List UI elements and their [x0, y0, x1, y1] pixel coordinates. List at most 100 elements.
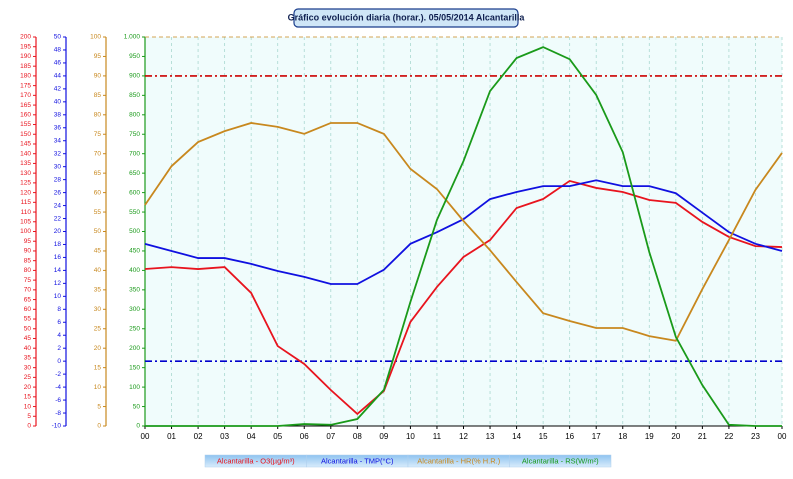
y-tick-label: 20 [94, 345, 102, 352]
x-tick-label: 09 [379, 432, 388, 441]
x-tick-label: 04 [247, 432, 256, 441]
y-tick-label: 20 [54, 228, 62, 235]
y-tick-label: 85 [94, 92, 102, 99]
y-tick-label: 0 [97, 423, 101, 430]
chart-title: Gráfico evolución diaria (horar.). 05/05… [288, 12, 526, 22]
y-tick-label: 130 [20, 170, 31, 177]
y-tick-label: 25 [24, 374, 32, 381]
y-tick-label: 14 [54, 267, 62, 274]
y-tick-label: -6 [55, 397, 61, 404]
y-tick-label: 800 [129, 112, 140, 119]
x-tick-label: 00 [778, 432, 787, 441]
y-tick-label: 70 [24, 287, 32, 294]
y-tick-label: 15 [94, 364, 102, 371]
y-tick-label: 140 [20, 150, 31, 157]
y-tick-label: 450 [129, 248, 140, 255]
y-tick-label: 350 [129, 287, 140, 294]
y-tick-label: 85 [24, 257, 32, 264]
y-tick-label: 5 [97, 403, 101, 410]
x-tick-label: 01 [167, 432, 176, 441]
y-tick-label: 34 [54, 137, 62, 144]
y-tick-label: 90 [24, 248, 32, 255]
y-tick-label: 46 [54, 60, 62, 67]
y-tick-label: 1.000 [124, 34, 141, 41]
y-tick-label: 80 [94, 112, 102, 119]
series-line [144, 179, 783, 416]
x-tick-label: 00 [141, 432, 150, 441]
legend-label: Alcantarilla - HR(% H.R.) [417, 456, 500, 465]
x-tick-label: 05 [273, 432, 282, 441]
y-tick-label: 0 [27, 423, 31, 430]
y-tick-label: 550 [129, 209, 140, 216]
y-tick-label: 160 [20, 112, 31, 119]
y-tick-label: 850 [129, 92, 140, 99]
y-tick-label: 32 [54, 150, 62, 157]
y-tick-label: 500 [129, 228, 140, 235]
y-tick-label: 25 [94, 325, 102, 332]
y-tick-label: 20 [24, 384, 32, 391]
y-tick-label: 145 [20, 141, 31, 148]
series-line [144, 122, 783, 342]
y-tick-label: 30 [24, 364, 32, 371]
y-tick-label: 700 [129, 150, 140, 157]
y-tick-label: 200 [129, 345, 140, 352]
y-tick-label: 40 [54, 99, 62, 106]
y-tick-label: 26 [54, 189, 62, 196]
y-tick-label: 90 [94, 73, 102, 80]
y-tick-label: 16 [54, 254, 62, 261]
y-tick-label: 150 [129, 364, 140, 371]
y-tick-label: 110 [21, 209, 32, 216]
x-tick-label: 20 [671, 432, 680, 441]
x-tick-label: 15 [539, 432, 548, 441]
y-tick-label: 36 [54, 124, 62, 131]
y-tick-label: 30 [94, 306, 102, 313]
y-tick-label: 125 [20, 180, 31, 187]
y-tick-label: 250 [129, 325, 140, 332]
y-tick-label: 55 [94, 209, 102, 216]
y-tick-label: 195 [20, 43, 31, 50]
y-tick-label: 44 [54, 73, 62, 80]
x-tick-label: 16 [565, 432, 574, 441]
x-tick-label: 07 [326, 432, 335, 441]
x-tick-label: 08 [353, 432, 362, 441]
y-tick-label: 65 [94, 170, 102, 177]
y-tick-label: 165 [20, 102, 31, 109]
y-tick-label: 45 [94, 248, 102, 255]
y-tick-label: 15 [24, 394, 32, 401]
y-tick-label: -4 [55, 384, 61, 391]
y-tick-label: 30 [54, 163, 62, 170]
y-tick-label: 300 [129, 306, 140, 313]
y-tick-label: 190 [20, 53, 31, 60]
y-tick-label: 400 [129, 267, 140, 274]
y-tick-label: 135 [20, 160, 31, 167]
y-tick-label: -2 [55, 371, 61, 378]
y-tick-label: 50 [24, 325, 32, 332]
y-tick-label: 38 [54, 112, 62, 119]
y-tick-label: 180 [20, 73, 31, 80]
y-tick-label: 24 [54, 202, 62, 209]
y-tick-label: 12 [54, 280, 62, 287]
y-tick-label: 115 [21, 199, 32, 206]
y-tick-label: 10 [54, 293, 62, 300]
legend-label: Alcantarilla - TMP(°C) [321, 456, 394, 465]
y-tick-label: 75 [24, 277, 32, 284]
y-tick-label: 28 [54, 176, 62, 183]
legend-label: Alcantarilla - RS(W/m²) [522, 456, 599, 465]
y-tick-label: 55 [24, 316, 32, 323]
y-tick-label: 100 [20, 228, 31, 235]
y-tick-label: 10 [24, 403, 32, 410]
y-tick-label: 35 [24, 355, 32, 362]
y-tick-label: 50 [54, 34, 62, 41]
x-tick-label: 13 [486, 432, 495, 441]
y-tick-label: 18 [54, 241, 62, 248]
y-tick-label: 105 [20, 218, 31, 225]
series-line [144, 179, 783, 285]
x-tick-label: 10 [406, 432, 415, 441]
y-tick-label: 185 [20, 63, 31, 70]
y-tick-label: 5 [27, 413, 31, 420]
y-tick-label: 60 [94, 189, 102, 196]
x-tick-label: 11 [433, 432, 442, 441]
y-tick-label: 95 [94, 53, 102, 60]
y-tick-label: 120 [20, 189, 31, 196]
